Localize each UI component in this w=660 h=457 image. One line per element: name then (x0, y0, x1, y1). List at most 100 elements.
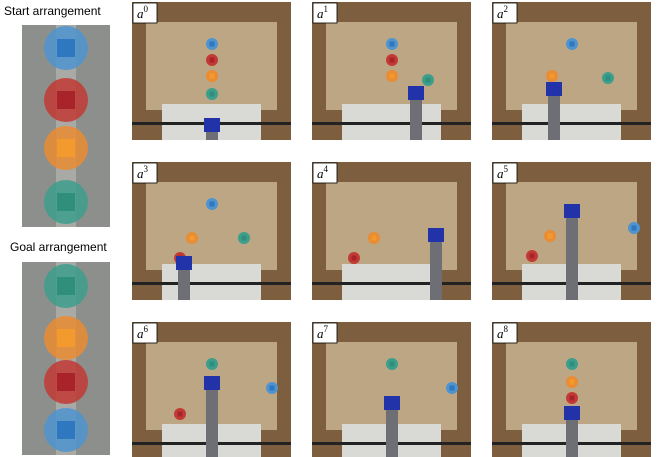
label-superscript: 6 (144, 324, 149, 334)
label-box (132, 322, 158, 344)
cup-top (209, 361, 215, 367)
cup-top (269, 385, 275, 391)
panel: a3 (132, 162, 291, 300)
robot-arm (410, 94, 422, 140)
cup-top (57, 139, 75, 157)
cup-top (605, 75, 611, 81)
cup-top (547, 233, 553, 239)
robot-gripper (546, 82, 562, 96)
cup-top (351, 255, 357, 261)
start-caption: Start arrangement (4, 4, 101, 18)
label-base: a (317, 6, 324, 21)
label-box (312, 2, 338, 24)
cup-top (569, 361, 575, 367)
panel: a7 (312, 322, 471, 457)
label-box (492, 322, 518, 344)
cup-top (57, 91, 75, 109)
robot-arm (206, 384, 218, 457)
label-superscript: 5 (504, 164, 509, 174)
label-box (132, 162, 158, 184)
cup-top (57, 329, 75, 347)
cup-top (209, 91, 215, 97)
panel-label: a3 (137, 164, 149, 181)
label-superscript: 3 (144, 164, 149, 174)
label-superscript: 7 (324, 324, 329, 334)
label-base: a (137, 6, 144, 21)
panel: a8 (492, 322, 651, 457)
cup-top (449, 385, 455, 391)
cup-top (209, 201, 215, 207)
cup-top (57, 373, 75, 391)
cup-top (389, 41, 395, 47)
panel: a6 (132, 322, 291, 457)
cup-top (549, 73, 555, 79)
label-superscript: 2 (504, 4, 509, 14)
robot-gripper (176, 256, 192, 270)
panel: a0 (132, 2, 291, 140)
label-base: a (137, 166, 144, 181)
label-base: a (497, 326, 504, 341)
robot-arm (566, 212, 578, 300)
robot-gripper (564, 204, 580, 218)
cup-top (189, 235, 195, 241)
robot-arm (430, 236, 442, 300)
panel-label: a5 (497, 164, 509, 181)
panel-box (146, 182, 277, 270)
panel: a5 (492, 162, 651, 300)
label-box (492, 162, 518, 184)
cup-top (569, 379, 575, 385)
panel-label: a1 (317, 4, 328, 21)
panel: a1 (312, 2, 471, 140)
panel-label: a8 (497, 324, 509, 341)
panel-label: a7 (317, 324, 329, 341)
label-base: a (497, 6, 504, 21)
robot-gripper (204, 376, 220, 390)
panel-label: a0 (137, 4, 149, 21)
panel-rail (312, 282, 471, 285)
panel-label: a6 (137, 324, 149, 341)
cup-top (57, 193, 75, 211)
cup-top (209, 57, 215, 63)
cup-top (425, 77, 431, 83)
label-base: a (137, 326, 144, 341)
label-box (312, 322, 338, 344)
cup-top (631, 225, 637, 231)
robot-gripper (204, 118, 220, 132)
panel: a4 (312, 162, 471, 300)
cup-top (177, 411, 183, 417)
cup-top (371, 235, 377, 241)
cup-top (57, 277, 75, 295)
robot-gripper (384, 396, 400, 410)
cup-top (389, 361, 395, 367)
panel-rail (132, 282, 291, 285)
robot-arm (548, 90, 560, 140)
label-base: a (317, 326, 324, 341)
robot-gripper (564, 406, 580, 420)
cup-top (569, 395, 575, 401)
cup-top (209, 73, 215, 79)
panel-rail (312, 122, 471, 125)
robot-arm (386, 404, 398, 457)
robot-arm (566, 414, 578, 457)
panel-box (506, 22, 637, 110)
label-superscript: 4 (324, 164, 329, 174)
panel-rail (492, 122, 651, 125)
cup-top (57, 421, 75, 439)
cup-top (389, 73, 395, 79)
cup-top (529, 253, 535, 259)
goal-caption: Goal arrangement (10, 240, 107, 254)
label-box (492, 2, 518, 24)
robot-gripper (408, 86, 424, 100)
panel-label: a4 (317, 164, 329, 181)
panel: a2 (492, 2, 651, 140)
robot-arm (178, 264, 190, 300)
cup-top (209, 41, 215, 47)
label-box (312, 162, 338, 184)
label-superscript: 8 (504, 324, 509, 334)
cup-top (57, 39, 75, 57)
cup-top (389, 57, 395, 63)
robot-gripper (428, 228, 444, 242)
label-base: a (317, 166, 324, 181)
panel-label: a2 (497, 4, 508, 21)
